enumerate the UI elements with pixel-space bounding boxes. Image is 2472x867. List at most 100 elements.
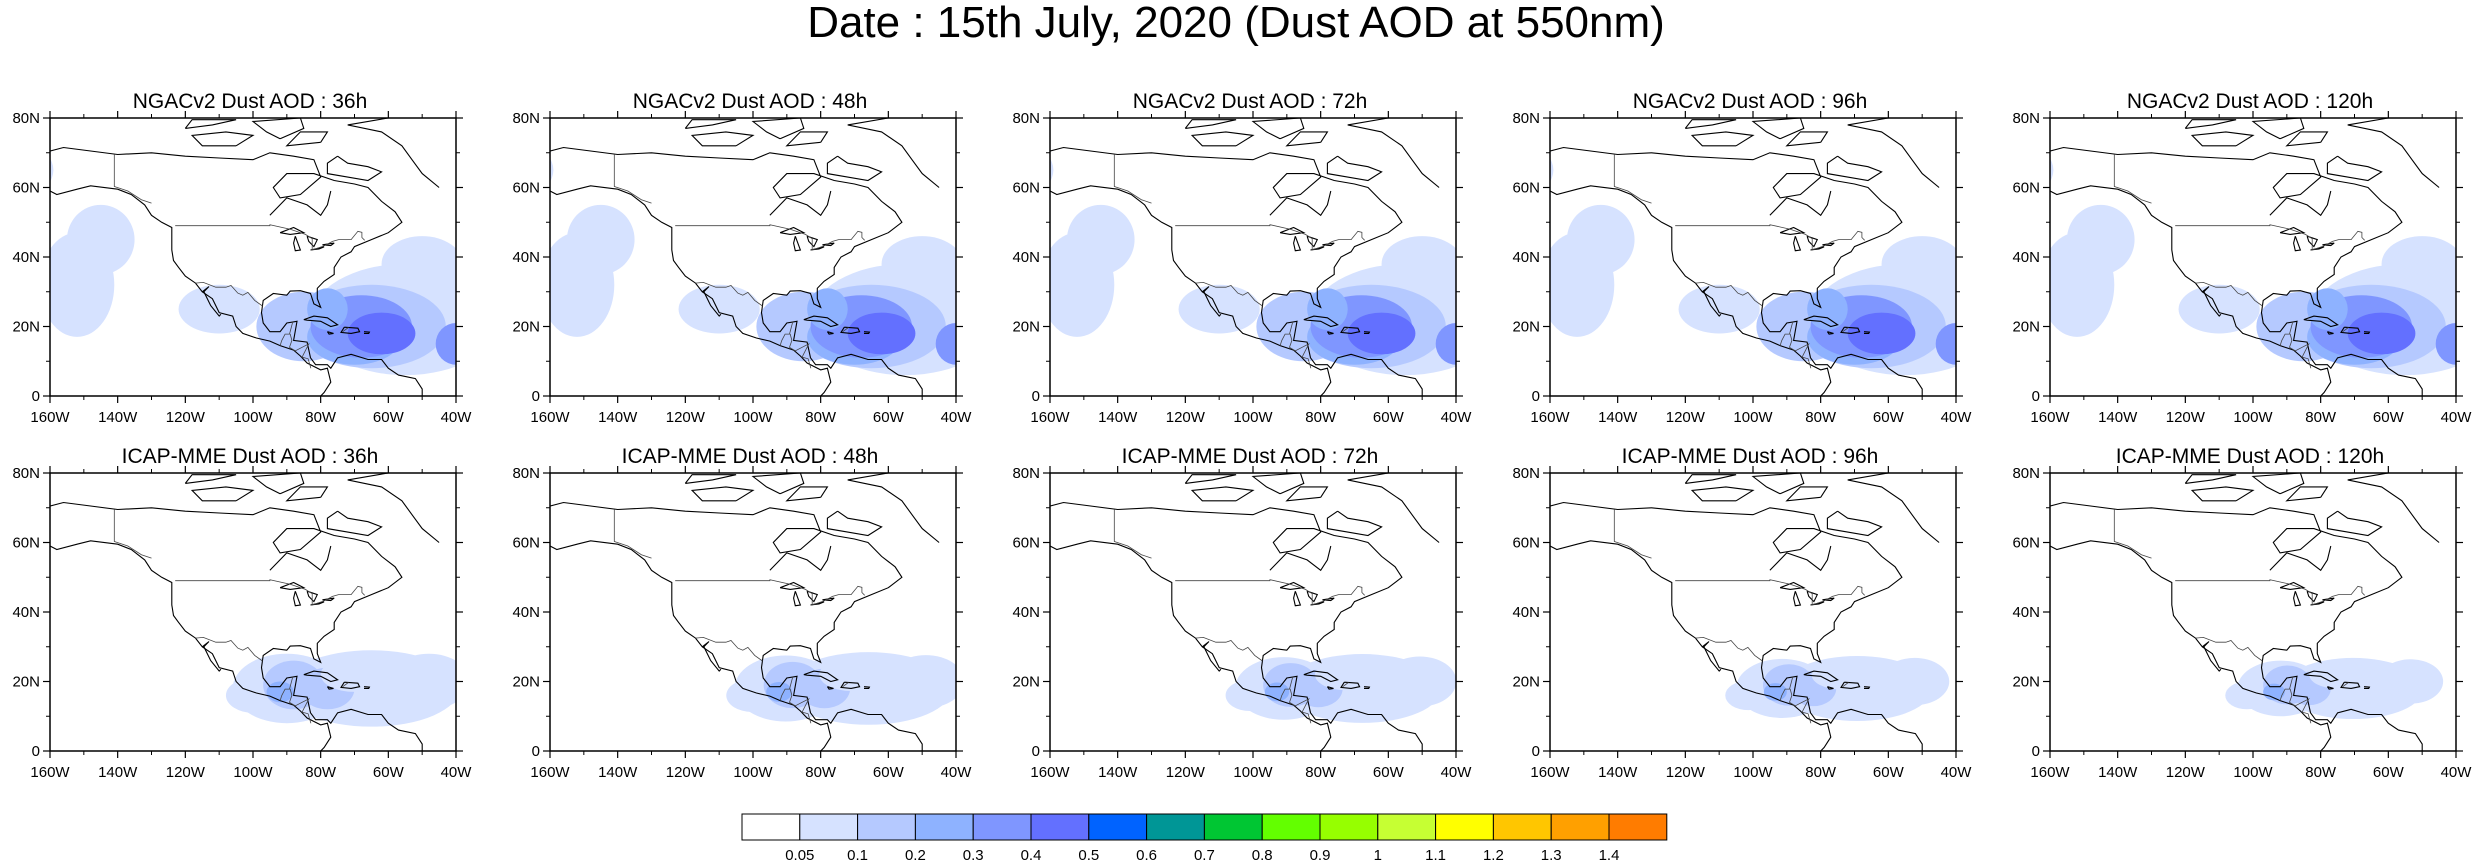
lon-tick-label: 40W: [941, 764, 973, 781]
lon-tick-label: 140W: [2098, 764, 2138, 781]
coastlines: [50, 118, 456, 396]
lat-tick-label: 20N: [1012, 319, 1040, 336]
country-border: [342, 327, 349, 333]
coastline: [293, 236, 302, 252]
map-panel: NGACv2 Dust AOD : 72h 80N 60N 40N 20N 0 160W 14…: [1000, 0, 1500, 426]
lon-tick-label: 40W: [441, 409, 473, 426]
coastline: [190, 131, 255, 147]
country-border: [613, 509, 652, 559]
country-border: [2289, 321, 2294, 335]
lon-tick-label: 100W: [233, 409, 273, 426]
coastline: [1251, 473, 1305, 495]
coastline: [2340, 326, 2361, 334]
lon-tick-label: 140W: [1598, 764, 1638, 781]
lat-tick-label: 80N: [2012, 465, 2040, 482]
lon-tick-label: 60W: [373, 764, 405, 781]
lon-tick-label: 160W: [30, 764, 70, 781]
coastline: [1340, 326, 1361, 334]
country-border: [695, 281, 763, 307]
aod-contour: [1811, 659, 1870, 690]
coastline: [2340, 681, 2361, 689]
coastline: [550, 146, 923, 396]
country-border: [779, 333, 812, 369]
colorbar-swatch: [1492, 813, 1552, 841]
lat-tick-label: 20N: [1512, 319, 1540, 336]
country-border: [675, 579, 865, 606]
lon-tick-label: 100W: [1233, 764, 1273, 781]
coastline: [1803, 670, 1839, 683]
lon-tick-label: 80W: [805, 764, 837, 781]
coastline: [779, 581, 806, 590]
lon-tick-label: 140W: [598, 409, 638, 426]
lat-tick-label: 80N: [12, 465, 40, 482]
coastline: [50, 146, 423, 396]
colorbar-label: 1.4: [1599, 847, 1620, 862]
coastline: [1326, 510, 1383, 537]
lon-tick-label: 120W: [166, 409, 206, 426]
coastline: [550, 501, 923, 751]
coastline: [2279, 581, 2306, 590]
country-border: [195, 281, 263, 307]
country-border: [1342, 682, 1349, 688]
aod-contour: [1847, 312, 1916, 355]
lon-tick-label: 140W: [598, 764, 638, 781]
lon-tick-label: 120W: [1166, 764, 1206, 781]
country-border: [2195, 636, 2263, 662]
aod-contour: [766, 682, 792, 702]
lat-tick-label: 60N: [12, 535, 40, 552]
coastline: [1190, 486, 1255, 502]
lon-tick-label: 120W: [2166, 409, 2206, 426]
coastline: [269, 190, 332, 217]
lat-tick-label: 20N: [1512, 674, 1540, 691]
lat-tick-label: 60N: [1512, 535, 1540, 552]
coastlines: [2050, 118, 2456, 396]
aod-contour: [819, 658, 884, 692]
coastline: [2363, 331, 2371, 334]
colorbar-label: 0.05: [785, 847, 814, 862]
coastline: [684, 119, 737, 129]
coastline: [1826, 331, 1834, 335]
map-panel: NGACv2 Dust AOD : 120h 80N 60N 40N 20N 0 160W 1…: [2000, 0, 2472, 426]
coastline: [1751, 473, 1805, 495]
coastline: [201, 286, 222, 317]
aod-contour: [2378, 659, 2444, 704]
coastline: [1690, 486, 1755, 502]
lat-tick-label: 80N: [12, 110, 40, 127]
coastlines: [550, 473, 956, 751]
lon-tick-label: 80W: [1305, 764, 1337, 781]
lat-tick-label: 80N: [2012, 110, 2040, 127]
coastline: [2201, 641, 2222, 672]
coastline: [1769, 190, 1832, 217]
coastline: [1303, 670, 1339, 683]
lat-tick-label: 40N: [12, 249, 40, 266]
country-border: [2279, 688, 2312, 724]
coastline: [1306, 590, 1319, 603]
lon-tick-label: 40W: [1941, 409, 1973, 426]
country-border: [1613, 154, 1652, 204]
aod-contour: [1066, 204, 1135, 275]
country-border: [1289, 321, 1294, 335]
lat-tick-label: 20N: [512, 319, 540, 336]
aod-contour: [935, 323, 956, 365]
colorbar-label: 1.2: [1483, 847, 1504, 862]
lat-tick-label: 80N: [1012, 110, 1040, 127]
lat-tick-label: 40N: [1012, 604, 1040, 621]
aod-contour: [347, 312, 416, 355]
country-border: [1279, 333, 1312, 369]
aod-contour: [1347, 312, 1416, 355]
coastline: [2251, 118, 2305, 140]
country-border: [779, 688, 812, 724]
coastline: [2326, 510, 2383, 537]
lat-tick-label: 40N: [2012, 604, 2040, 621]
coastline: [1785, 131, 1829, 147]
colorbar-swatch: [1146, 813, 1205, 841]
lon-tick-label: 160W: [1530, 764, 1570, 781]
lon-tick-label: 120W: [666, 409, 706, 426]
lat-tick-label: 0: [1032, 388, 1040, 405]
country-border: [842, 327, 849, 333]
coastline: [1847, 118, 1956, 188]
lon-tick-label: 100W: [2233, 409, 2273, 426]
country-border: [1113, 154, 1152, 204]
lon-tick-label: 60W: [873, 764, 905, 781]
coastline: [1840, 681, 1861, 689]
